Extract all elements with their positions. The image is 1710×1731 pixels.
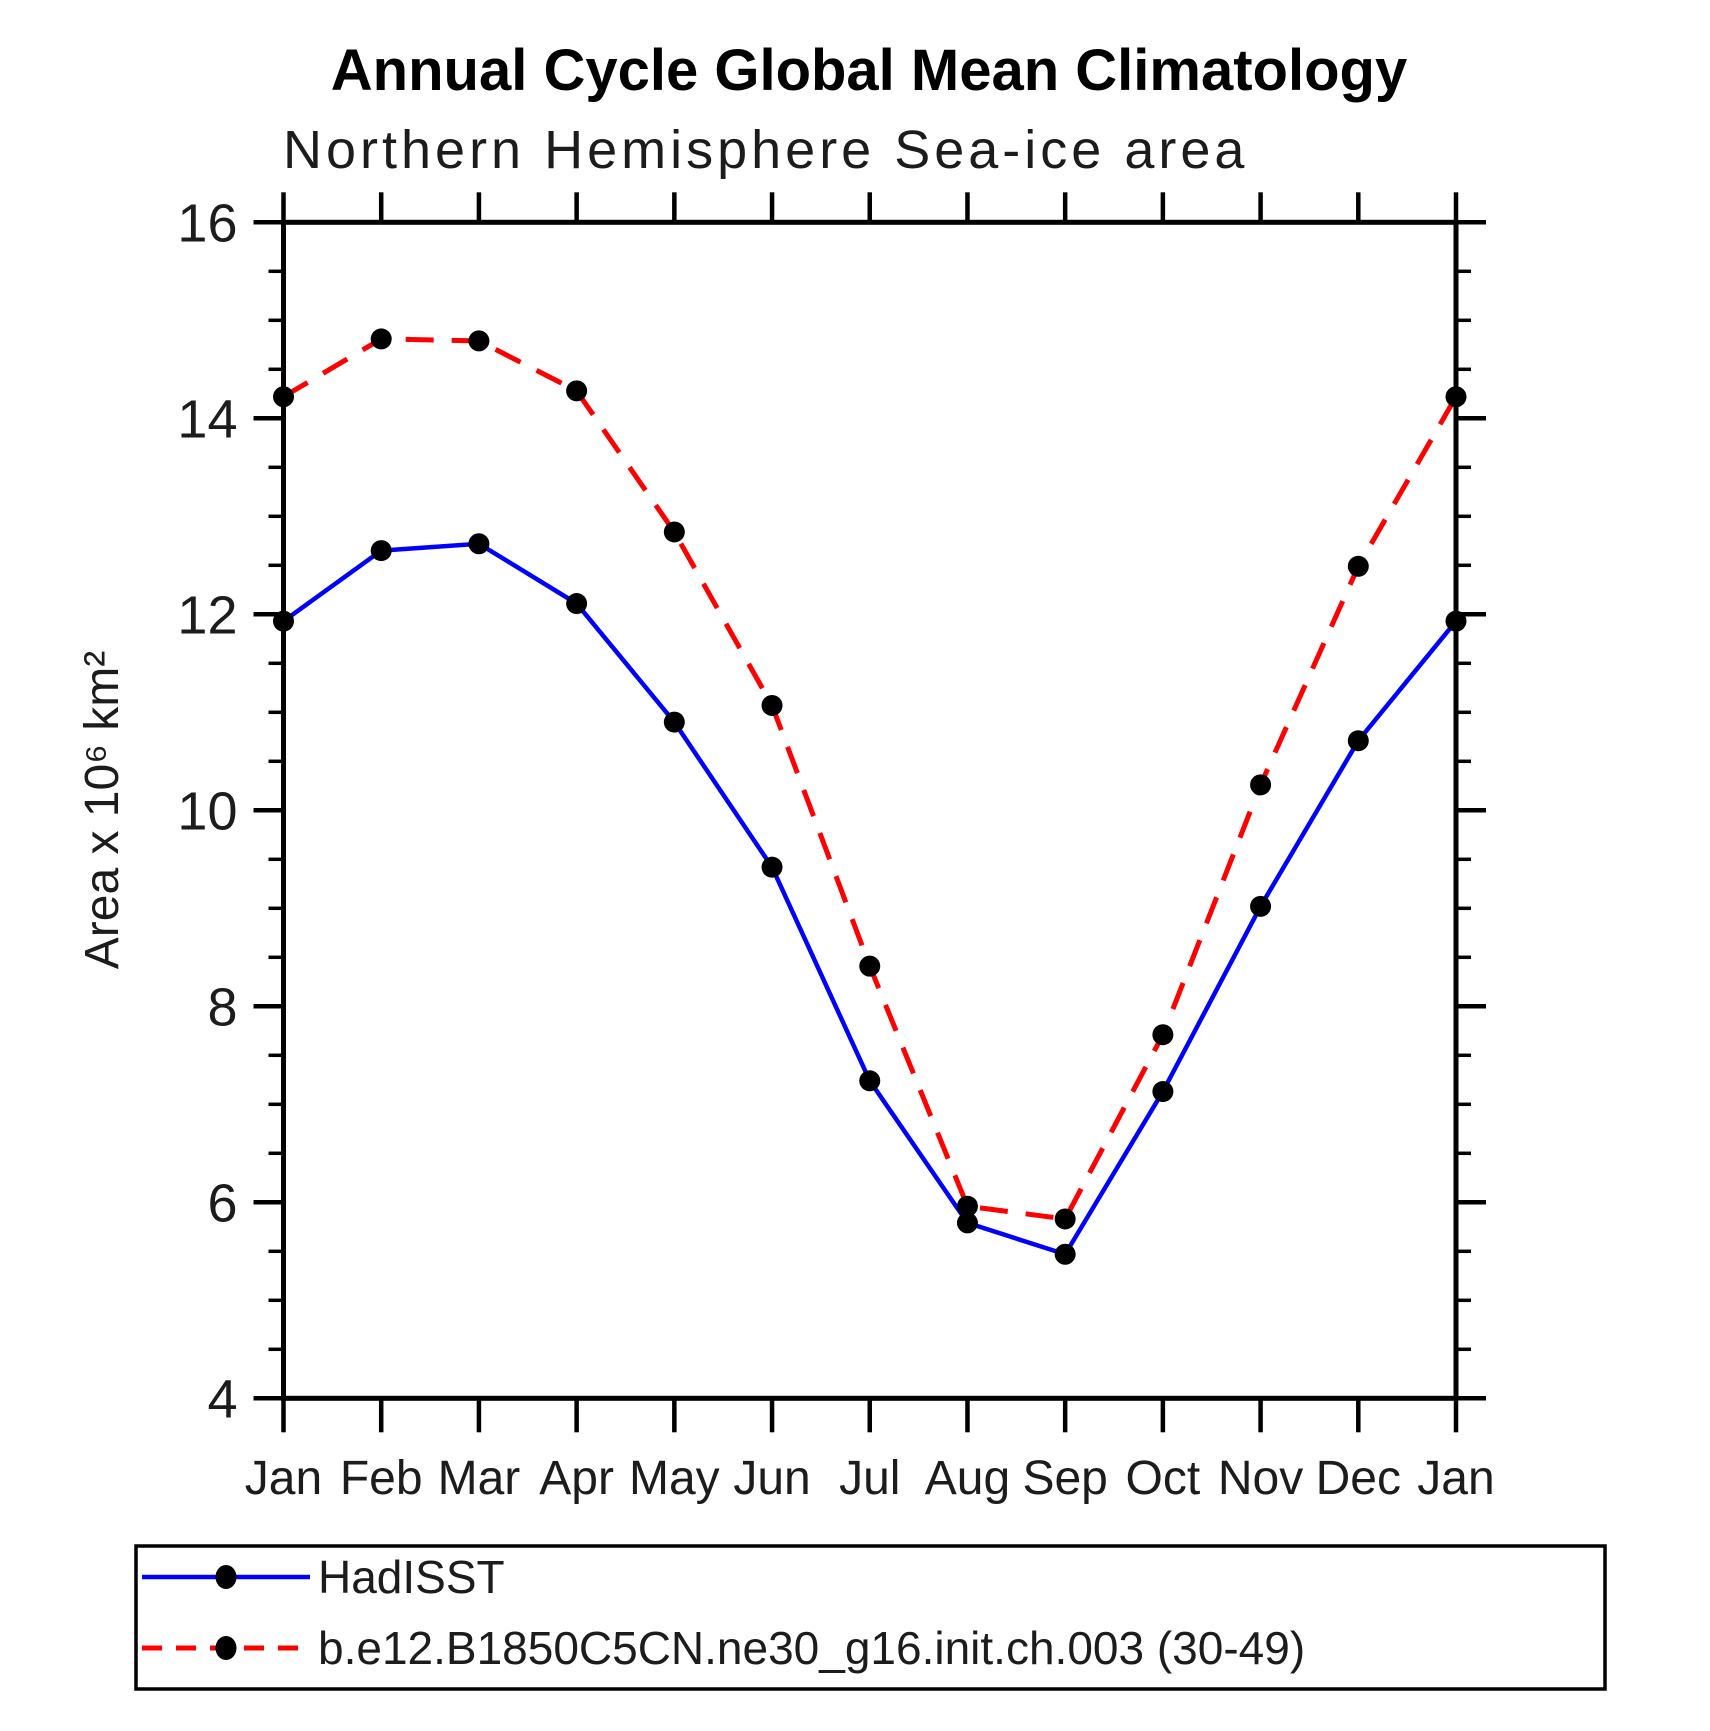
x-tick-label: Oct [1126,1452,1201,1505]
legend-marker-hadisst [215,1565,237,1589]
plot-area: Jan Feb Mar Apr May Jun Jul Aug Sep Oct Nov Dec Jan4… [177,192,1495,1505]
data-point-hadisst [566,593,588,615]
data-point-model [468,330,490,352]
x-tick-label: May [629,1452,720,1505]
data-point-model [761,694,783,716]
data-point-model [1347,555,1369,577]
chart-title: Annual Cycle Global Mean Climatology [331,38,1407,103]
y-tick-label: 4 [207,1369,237,1429]
chart-subtitle: Northern Hemisphere Sea-ice area [283,120,1248,180]
data-point-hadisst [1152,1081,1174,1103]
data-point-model [663,521,685,543]
data-point-hadisst [273,610,294,632]
data-point-hadisst [468,533,490,555]
data-point-hadisst [956,1212,978,1234]
data-point-hadisst [370,540,392,562]
y-tick-label: 10 [177,781,237,841]
y-axis-title: Area x 10⁶ km² [76,651,129,970]
data-point-hadisst [761,856,783,878]
legend-box [134,1544,1607,1691]
legend-marker-model [215,1636,237,1660]
data-point-hadisst [1445,610,1467,632]
data-point-model [1445,386,1467,408]
data-point-model [859,955,881,977]
data-point-hadisst [859,1070,881,1092]
data-point-model [566,380,588,402]
data-point-hadisst [1347,730,1369,752]
y-tick-label: 8 [207,977,237,1037]
data-point-model [273,386,294,408]
x-tick-label: Nov [1218,1452,1303,1505]
x-tick-label: Feb [340,1452,423,1505]
plot-frame [281,219,1459,1401]
legend-label-model: b.e12.B1850C5CN.ne30_g16.init.ch.003 (30… [318,1622,1305,1674]
data-point-model [370,328,392,350]
x-tick-label: Mar [438,1452,521,1505]
data-point-model [1250,774,1272,796]
series-line-hadisst [282,541,1458,1257]
x-tick-label: Jan [1417,1452,1494,1505]
x-tick-label: Sep [1022,1452,1107,1505]
y-tick-label: 12 [177,585,237,645]
legend-label-hadisst: HadISST [318,1551,505,1603]
data-point-hadisst [1054,1243,1076,1265]
y-tick-label: 14 [177,389,237,449]
data-point-model [1054,1208,1076,1230]
x-tick-label: Aug [925,1452,1010,1505]
x-tick-label: Jul [839,1452,900,1505]
y-tick-label: 16 [177,193,237,253]
x-tick-label: Jun [733,1452,810,1505]
x-tick-label: Apr [539,1452,614,1505]
x-tick-label: Dec [1316,1452,1401,1505]
data-point-hadisst [1250,895,1272,917]
legend: HadISST b.e12.B1850C5CN.ne30_g16.init.ch… [134,1544,1607,1691]
data-point-hadisst [663,711,685,733]
x-tick-label: Jan [245,1452,322,1505]
data-point-model [1152,1024,1174,1046]
data-point-model [956,1195,978,1217]
y-tick-label: 6 [207,1173,237,1233]
